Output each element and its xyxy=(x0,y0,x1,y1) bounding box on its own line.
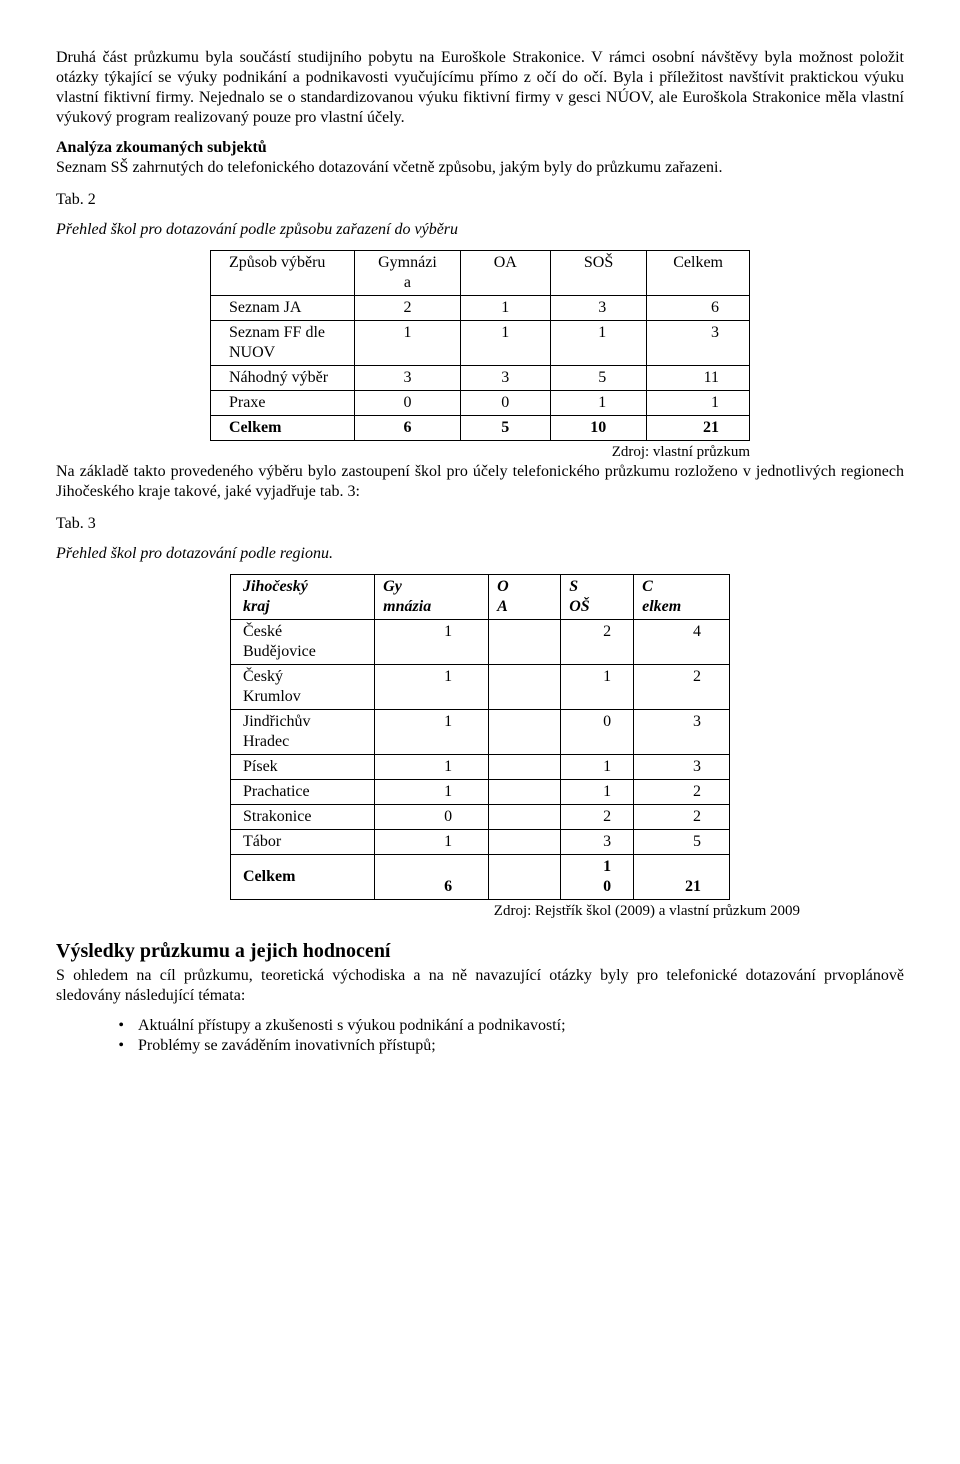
t1-h3: SOŠ xyxy=(550,251,646,296)
t1-h4: Celkem xyxy=(647,251,750,296)
table-row: Seznam FF dle NUOV1113 xyxy=(211,321,750,366)
list-item: Aktuální přístupy a zkušenosti s výukou … xyxy=(132,1016,904,1036)
table-2: Způsob výběru Gymnázia OA SOŠ Celkem Sez… xyxy=(210,250,750,441)
tab2-label: Tab. 2 xyxy=(56,190,904,210)
tab3-caption: Přehled škol pro dotazování podle region… xyxy=(56,544,904,564)
table-row: Prachatice112 xyxy=(231,779,730,804)
t1-h1: Gymnázia xyxy=(355,251,460,296)
bullet-list: Aktuální přístupy a zkušenosti s výukou … xyxy=(56,1016,904,1056)
table3-source: Zdroj: Rejstřík škol (2009) a vlastní pr… xyxy=(160,902,800,921)
list-item: Problémy se zaváděním inovativních příst… xyxy=(132,1036,904,1056)
table-row: Seznam JA2136 xyxy=(211,296,750,321)
intro-para: Druhá část průzkumu byla součástí studij… xyxy=(56,48,904,128)
table-row: Náhodný výběr33511 xyxy=(211,366,750,391)
table2-source: Zdroj: vlastní průzkum xyxy=(210,443,750,462)
t1-h2: OA xyxy=(460,251,550,296)
tab2-caption: Přehled škol pro dotazování podle způsob… xyxy=(56,220,904,240)
table-row: JindřichůvHradec103 xyxy=(231,709,730,754)
table-row: ČeskéBudějovice124 xyxy=(231,619,730,664)
tab3-label: Tab. 3 xyxy=(56,514,904,534)
table-row: Strakonice022 xyxy=(231,804,730,829)
analysis-heading: Analýza zkoumaných subjektů xyxy=(56,139,267,156)
table-row: Celkem 6 10 21 xyxy=(231,854,730,899)
t1-h0: Způsob výběru xyxy=(211,251,355,296)
table-row: Písek113 xyxy=(231,754,730,779)
results-para: S ohledem na cíl průzkumu, teoretická vý… xyxy=(56,966,904,1006)
table-row: Jihočeskýkraj Gymnázia OA SOŠ Celkem xyxy=(231,574,730,619)
table-row: Praxe0011 xyxy=(211,391,750,416)
table-row: Tábor135 xyxy=(231,829,730,854)
table-3: Jihočeskýkraj Gymnázia OA SOŠ Celkem Čes… xyxy=(230,574,730,900)
para-after-t1: Na základě takto provedeného výběru bylo… xyxy=(56,462,904,502)
table-row: Způsob výběru Gymnázia OA SOŠ Celkem xyxy=(211,251,750,296)
table-row: Celkem651021 xyxy=(211,416,750,441)
results-heading: Výsledky průzkumu a jejich hodnocení xyxy=(56,939,904,964)
table-row: ČeskýKrumlov112 xyxy=(231,664,730,709)
analysis-block: Analýza zkoumaných subjektů Seznam SŠ za… xyxy=(56,138,904,178)
analysis-text: Seznam SŠ zahrnutých do telefonického do… xyxy=(56,159,722,176)
